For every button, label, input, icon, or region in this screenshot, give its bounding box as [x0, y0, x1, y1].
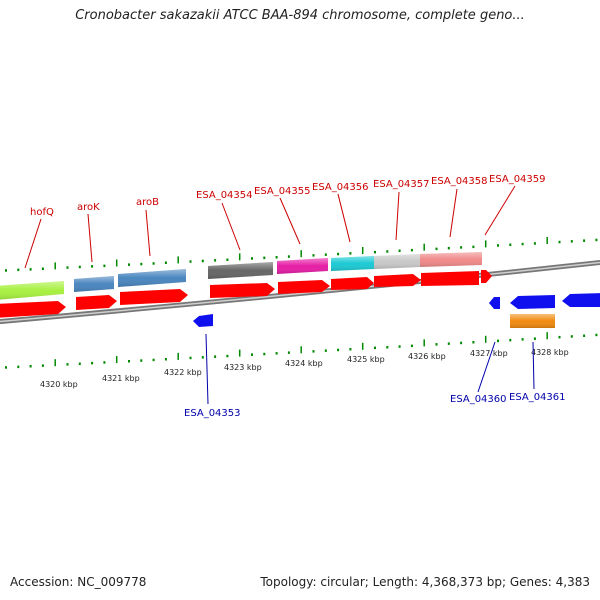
kbp-label: 4321 kbp — [102, 374, 140, 383]
kbp-label: 4322 kbp — [164, 368, 202, 377]
gene-label-esa-04361[interactable]: ESA_04361 — [509, 392, 566, 403]
reverse-gene-labels: ESA_04353 ESA_04360 ESA_04361 — [184, 392, 566, 419]
cds-arrow[interactable] — [0, 301, 66, 318]
reverse-cds-arrow[interactable] — [489, 297, 500, 309]
gene-label-esa-04359[interactable]: ESA_04359 — [489, 174, 546, 185]
cds-arrow[interactable] — [331, 277, 374, 290]
reverse-cds-arrow[interactable] — [510, 295, 555, 309]
cds-forward-track — [0, 270, 492, 318]
feature-track — [0, 252, 482, 300]
reverse-cds-arrow[interactable] — [562, 293, 600, 307]
kbp-label: 4326 kbp — [408, 352, 446, 361]
gene-label-arok[interactable]: aroK — [77, 202, 100, 213]
accession-text: Accession: NC_009778 — [10, 575, 147, 589]
reverse-cds-arrow[interactable] — [193, 314, 213, 327]
gene-label-esa-04360[interactable]: ESA_04360 — [450, 394, 507, 405]
kbp-label: 4325 kbp — [347, 355, 385, 364]
cds-arrow[interactable] — [210, 283, 275, 298]
map-title: Cronobacter sakazakii ATCC BAA-894 chrom… — [75, 8, 525, 23]
gene-label-esa-04358[interactable]: ESA_04358 — [431, 176, 488, 187]
forward-leader-lines — [24, 185, 516, 269]
kbp-label: 4323 kbp — [224, 363, 262, 372]
inner-tick-ring — [5, 332, 598, 369]
reverse-leader-lines — [205, 333, 535, 405]
gene-label-esa-04357[interactable]: ESA_04357 — [373, 179, 430, 190]
kbp-scale: 4320 kbp 4321 kbp 4322 kbp 4323 kbp 4324… — [40, 348, 569, 389]
cds-arrow[interactable] — [120, 289, 188, 305]
cds-reverse-track — [193, 293, 600, 327]
kbp-label: 4324 kbp — [285, 359, 323, 368]
cds-arrow[interactable] — [421, 271, 479, 286]
cds-arrow[interactable] — [374, 274, 421, 287]
outer-tick-ring — [5, 237, 598, 272]
cds-arrow[interactable] — [481, 270, 492, 283]
topology-summary: Topology: circular; Length: 4,368,373 bp… — [260, 575, 590, 589]
gene-label-esa-04354[interactable]: ESA_04354 — [196, 190, 253, 201]
gene-label-esa-04353[interactable]: ESA_04353 — [184, 408, 241, 419]
gene-label-arob[interactable]: aroB — [136, 197, 159, 208]
gene-label-esa-04356[interactable]: ESA_04356 — [312, 182, 369, 193]
gene-label-hofq[interactable]: hofQ — [30, 207, 54, 218]
cds-arrow[interactable] — [278, 280, 330, 294]
kbp-label: 4328 kbp — [531, 348, 569, 357]
kbp-label: 4320 kbp — [40, 380, 78, 389]
forward-gene-labels: hofQ aroK aroB ESA_04354 ESA_04355 ESA_0… — [30, 174, 546, 218]
cds-arrow[interactable] — [76, 295, 117, 310]
gene-label-esa-04355[interactable]: ESA_04355 — [254, 186, 311, 197]
kbp-label: 4327 kbp — [470, 349, 508, 358]
